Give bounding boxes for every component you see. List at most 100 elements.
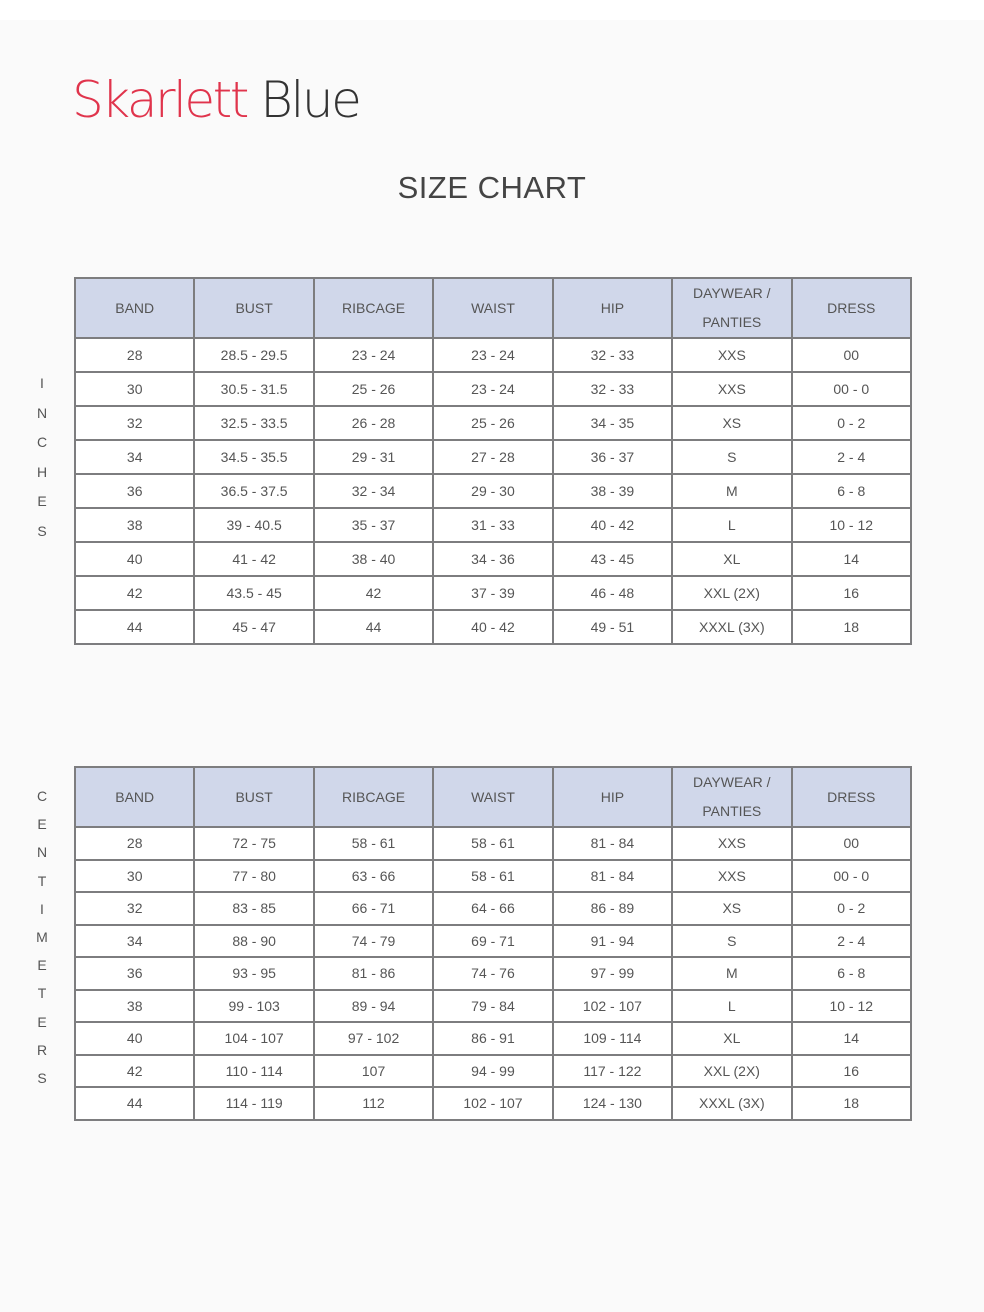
cell-band: 42 [73, 1053, 196, 1088]
header-waist: WAIST [432, 277, 554, 339]
cell-hip: 109 - 114 [551, 1021, 674, 1056]
header-row: BAND BUST RIBCAGE WAIST HIP DAYWEAR / PANTIES D… [73, 766, 913, 828]
cell-hip: 38 - 39 [551, 473, 674, 509]
cell-bust: 39 - 40.5 [193, 507, 315, 543]
cell-ribcage: 74 - 79 [312, 923, 435, 958]
cell-waist: 29 - 30 [432, 473, 554, 509]
cell-band: 38 [73, 507, 196, 543]
cell-bust: 30.5 - 31.5 [193, 371, 315, 407]
header-ribcage: RIBCAGE [312, 277, 435, 339]
cell-hip: 49 - 51 [551, 609, 674, 645]
cell-waist: 23 - 24 [432, 371, 554, 407]
cell-ribcage: 38 - 40 [312, 541, 435, 577]
cell-band: 30 [73, 858, 196, 893]
cell-band: 36 [73, 473, 196, 509]
cell-ribcage: 97 - 102 [312, 1021, 435, 1056]
cell-daywear-panties: XXXL (3X) [671, 1086, 793, 1121]
header-ribcage: RIBCAGE [312, 766, 435, 828]
table-row: 28 28.5 - 29.5 23 - 24 23 - 24 32 - 33 XXS 00 [73, 337, 913, 373]
header-row: BAND BUST RIBCAGE WAIST HIP DAYWEAR / PANTIES D… [73, 277, 913, 339]
cell-dress: 00 - 0 [790, 371, 913, 407]
side-letter: I [40, 375, 44, 391]
header-daywear-panties: DAYWEAR / PANTIES [671, 766, 793, 828]
cell-hip: 34 - 35 [551, 405, 674, 441]
table-row: 30 77 - 80 63 - 66 58 - 61 81 - 84 XXS 00 - 0 [73, 858, 913, 893]
header-hip: HIP [551, 277, 674, 339]
side-letter: T [37, 985, 47, 1002]
cell-ribcage: 25 - 26 [312, 371, 435, 407]
cell-band: 42 [73, 575, 196, 611]
cell-bust: 36.5 - 37.5 [193, 473, 315, 509]
top-strip [0, 0, 984, 20]
side-letter: S [37, 522, 47, 539]
cell-bust: 104 - 107 [193, 1021, 315, 1056]
cell-dress: 0 - 2 [790, 891, 913, 926]
cell-band: 32 [73, 405, 196, 441]
table-row: 28 72 - 75 58 - 61 58 - 61 81 - 84 XXS 00 [73, 826, 913, 861]
table-row: 36 36.5 - 37.5 32 - 34 29 - 30 38 - 39 M 6 - 8 [73, 473, 913, 509]
cell-ribcage: 29 - 31 [312, 439, 435, 475]
table-row: 44 45 - 47 44 40 - 42 49 - 51 XXXL (3X) 18 [73, 609, 913, 645]
side-letter: N [36, 404, 48, 421]
cell-waist: 31 - 33 [432, 507, 554, 543]
cell-daywear-panties: XXS [671, 826, 793, 861]
cell-daywear-panties: XXS [671, 337, 793, 373]
cell-ribcage: 81 - 86 [312, 956, 435, 991]
cell-bust: 45 - 47 [193, 609, 315, 645]
cell-dress: 16 [790, 1053, 913, 1088]
cell-hip: 43 - 45 [551, 541, 674, 577]
cell-ribcage: 35 - 37 [312, 507, 435, 543]
cell-dress: 00 [790, 826, 913, 861]
side-letter: S [37, 1069, 47, 1086]
cell-band: 44 [73, 609, 196, 645]
side-letter: I [40, 900, 44, 917]
cell-ribcage: 66 - 71 [312, 891, 435, 926]
cell-hip: 81 - 84 [551, 826, 674, 861]
header-dress: DRESS [790, 277, 913, 339]
side-letter: C [36, 788, 48, 804]
cell-dress: 6 - 8 [790, 473, 913, 509]
side-letter: E [37, 957, 47, 974]
cell-hip: 46 - 48 [551, 575, 674, 611]
cell-bust: 77 - 80 [193, 858, 315, 893]
table-row: 42 110 - 114 107 94 - 99 117 - 122 XXL (2X) 16 [73, 1053, 913, 1088]
page-title: SIZE CHART [397, 170, 587, 205]
cell-hip: 32 - 33 [551, 337, 674, 373]
cell-daywear-panties: S [671, 923, 793, 958]
cell-daywear-panties: XXL (2X) [671, 1053, 793, 1088]
cell-daywear-panties: XS [671, 891, 793, 926]
cell-waist: 23 - 24 [432, 337, 554, 373]
header-band: BAND [73, 277, 196, 339]
cell-bust: 41 - 42 [193, 541, 315, 577]
cell-band: 38 [73, 988, 196, 1023]
cell-band: 44 [73, 1086, 196, 1121]
cell-ribcage: 89 - 94 [312, 988, 435, 1023]
header-hip: HIP [551, 766, 674, 828]
cell-dress: 14 [790, 541, 913, 577]
cell-ribcage: 26 - 28 [312, 405, 435, 441]
cell-daywear-panties: L [671, 507, 793, 543]
table-row: 42 43.5 - 45 42 37 - 39 46 - 48 XXL (2X) 16 [73, 575, 913, 611]
cell-daywear-panties: M [671, 473, 793, 509]
side-letter: T [37, 872, 47, 889]
cell-ribcage: 23 - 24 [312, 337, 435, 373]
header-bust: BUST [193, 277, 315, 339]
cell-waist: 74 - 76 [432, 956, 554, 991]
cell-bust: 83 - 85 [193, 891, 315, 926]
cell-band: 32 [73, 891, 196, 926]
cell-waist: 25 - 26 [432, 405, 554, 441]
cell-ribcage: 107 [312, 1053, 435, 1088]
cell-bust: 34.5 - 35.5 [193, 439, 315, 475]
cell-band: 40 [73, 1021, 196, 1056]
table-row: 40 41 - 42 38 - 40 34 - 36 43 - 45 XL 14 [73, 541, 913, 577]
cell-waist: 94 - 99 [432, 1053, 554, 1088]
size-table-inches: BAND BUST RIBCAGE WAIST HIP DAYWEAR / PANTIES D… [73, 277, 913, 645]
cell-hip: 117 - 122 [551, 1053, 674, 1088]
size-table-centimeters: BAND BUST RIBCAGE WAIST HIP DAYWEAR / PANTIES D… [73, 766, 913, 1121]
cell-band: 30 [73, 371, 196, 407]
table-row: 38 39 - 40.5 35 - 37 31 - 33 40 - 42 L 10 - 12 [73, 507, 913, 543]
side-letter: E [37, 816, 47, 833]
cell-band: 34 [73, 439, 196, 475]
side-letter: R [36, 1041, 48, 1058]
